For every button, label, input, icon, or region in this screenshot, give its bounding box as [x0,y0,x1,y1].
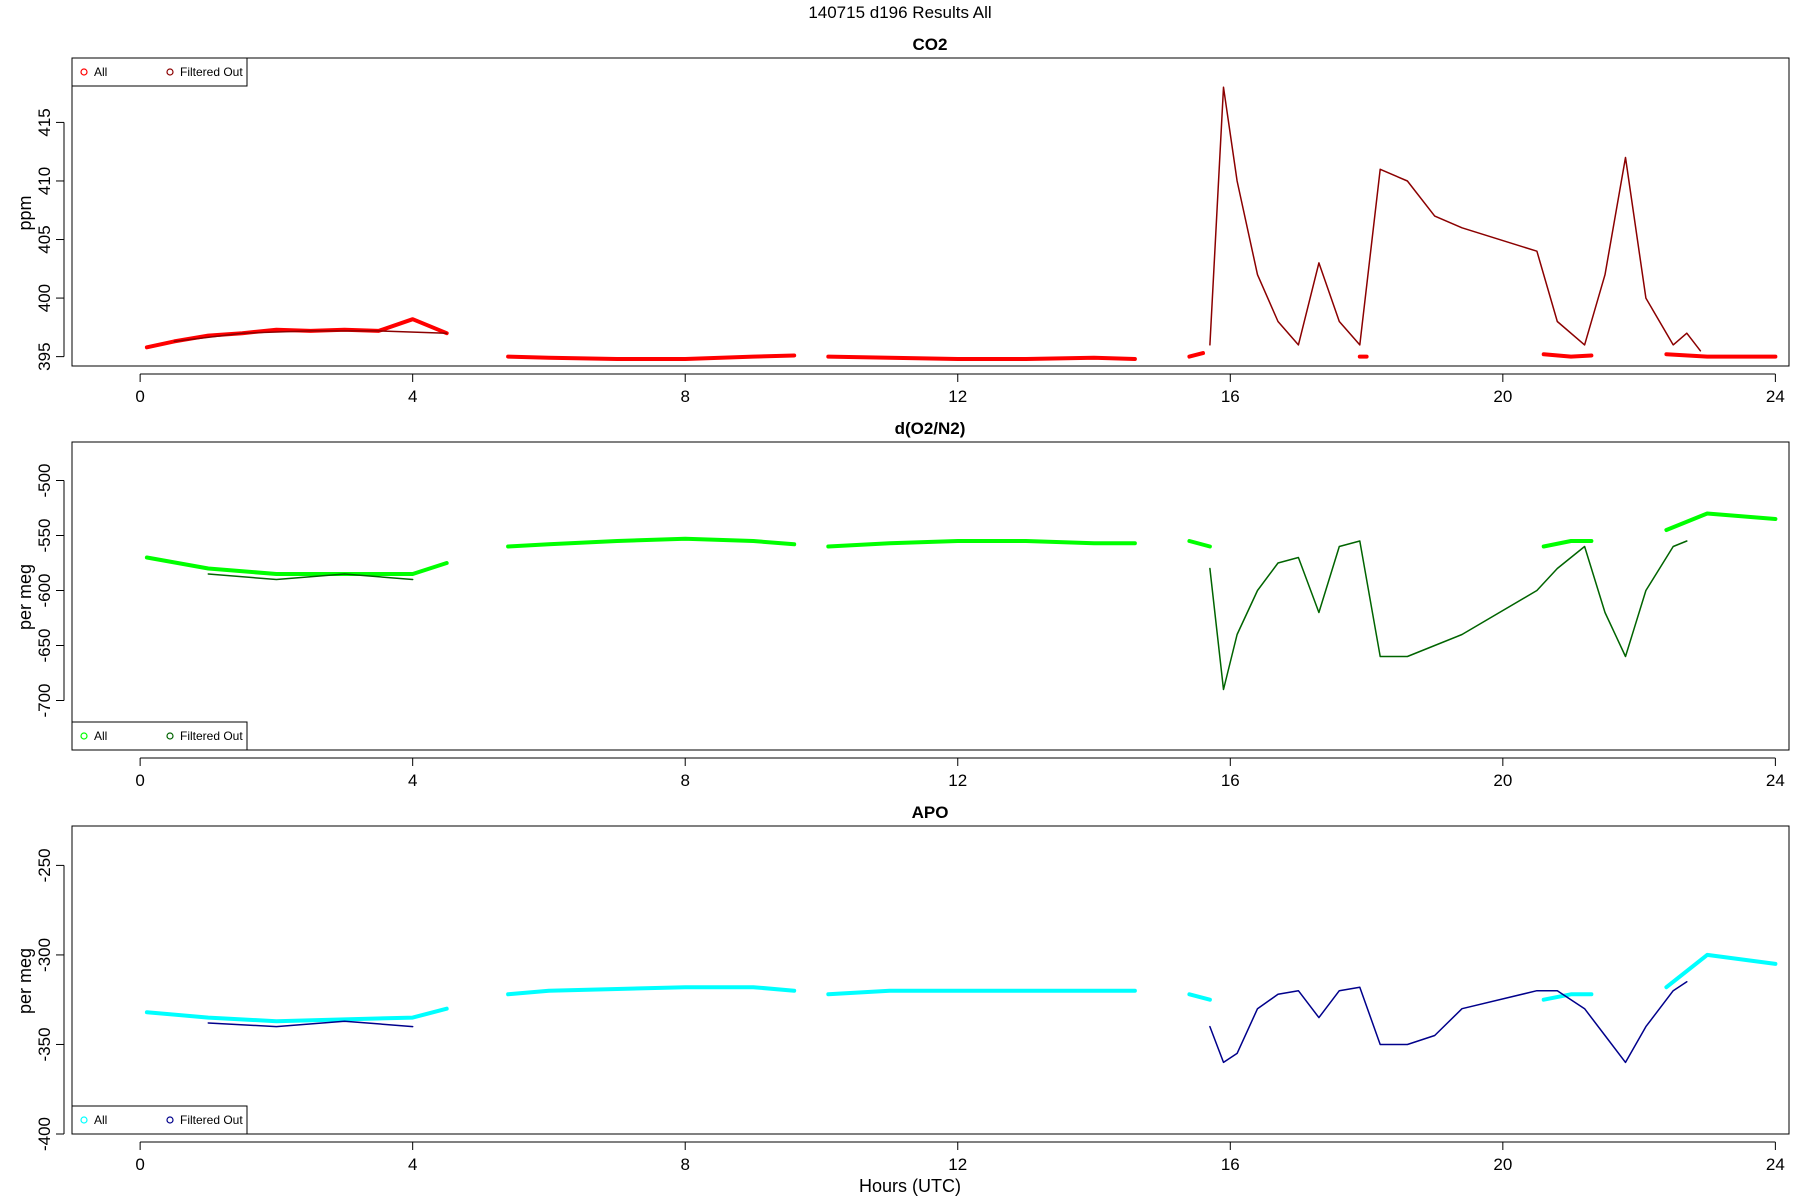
co2-series-all-line [826,354,1137,361]
apo-x-tick-label: 16 [1221,1155,1240,1174]
apo-panel: APO per meg 0 4 8 12 16 20 24 -250 -300 -350 -400 A… [15,803,1790,1174]
co2-x-tick-label: 8 [680,387,689,406]
co2-x-tick-label: 24 [1766,387,1785,406]
co2-x-tick-label: 16 [1221,387,1240,406]
co2-y-tick-label: 410 [35,167,54,195]
o2n2-x-tick-label: 4 [408,771,417,790]
o2n2-legend-label: All [94,729,107,743]
apo-y-tick-label: -400 [35,1117,54,1151]
co2-x-tick-label: 4 [408,387,417,406]
apo-legend-label: Filtered Out [180,1113,243,1127]
apo-y-tick-label: -300 [35,938,54,972]
o2n2-panel-title: d(O2/N2) [895,419,966,438]
o2n2-legend: All Filtered Out [71,721,248,751]
co2-y-tick-label: 395 [35,342,54,370]
o2n2-plot-frame [71,441,1790,751]
apo-y-tick-label: -250 [35,848,54,882]
apo-series-all-line [1541,992,1594,1002]
co2-x-tick-label: 20 [1493,387,1512,406]
apo-x-tick-label: 4 [408,1155,417,1174]
apo-legend-box [71,1105,248,1135]
apo-x-tick-label: 12 [948,1155,967,1174]
co2-y-tick-label: 415 [35,108,54,136]
o2n2-y-tick-label: -500 [35,463,54,497]
co2-legend-label: All [94,65,107,79]
o2n2-series-all-line [826,539,1137,549]
co2-panel: CO2 ppm 0 4 8 12 16 20 24 395 400 405 410 415 All Fil… [15,35,1790,406]
o2n2-legend-marker [166,732,174,740]
apo-plot-frame [71,825,1790,1135]
co2-series-all-line [1664,352,1778,359]
co2-plot-frame [71,57,1790,367]
apo-legend-marker [80,1116,88,1124]
apo-series-all-line [144,1006,449,1024]
co2-series-filtered-out-line [173,330,448,343]
co2-series-all-line [1187,351,1205,359]
o2n2-y-axis-label: per meg [15,564,35,630]
figure-title: 140715 d196 Results All [808,3,991,22]
apo-series-all-line [826,988,1137,997]
co2-series-all-line [506,353,797,361]
apo-legend-marker [166,1116,174,1124]
co2-y-axis-label: ppm [15,195,35,230]
apo-plot: 0 4 8 12 16 20 24 -250 -300 -350 -400 All Filtered O… [35,825,1790,1174]
x-axis-label: Hours (UTC) [859,1176,961,1196]
apo-legend: All Filtered Out [71,1105,248,1135]
co2-legend-box [71,57,248,87]
o2n2-panel: d(O2/N2) per meg 0 4 8 12 16 20 24 -500 -550 -600… [15,419,1790,790]
o2n2-series-all-line [1541,539,1594,549]
o2n2-x-tick-label: 8 [680,771,689,790]
o2n2-y-tick-label: -600 [35,573,54,607]
o2n2-y-tick-label: -550 [35,518,54,552]
apo-series-all-line [506,985,797,997]
co2-legend-marker [80,68,88,76]
o2n2-series-filtered-out-line [207,573,414,581]
apo-series-all-line [1664,952,1778,990]
apo-series-all-line [1187,992,1212,1002]
o2n2-legend-marker [80,732,88,740]
o2n2-series-all-line [506,536,797,549]
apo-legend-label: All [94,1113,107,1127]
co2-y-tick-label: 400 [35,284,54,312]
o2n2-y-tick-label: -650 [35,628,54,662]
o2n2-y-tick-label: -700 [35,683,54,717]
co2-legend-label: Filtered Out [180,65,243,79]
o2n2-x-tick-label: 20 [1493,771,1512,790]
co2-series-all-line [1541,352,1594,359]
co2-x-tick-label: 0 [135,387,144,406]
co2-panel-title: CO2 [913,35,948,54]
o2n2-legend-label: Filtered Out [180,729,243,743]
co2-series-all-line [144,317,449,350]
o2n2-x-tick-label: 24 [1766,771,1785,790]
o2n2-series-filtered-out-line [1209,540,1688,691]
apo-series-filtered-out-line [207,1020,414,1028]
apo-y-tick-label: -350 [35,1027,54,1061]
o2n2-legend-box [71,721,248,751]
o2n2-series-all-line [1187,539,1212,549]
apo-x-tick-label: 8 [680,1155,689,1174]
o2n2-x-tick-label: 16 [1221,771,1240,790]
co2-x-tick-label: 12 [948,387,967,406]
o2n2-series-all-line [144,555,449,576]
co2-legend-marker [166,68,174,76]
co2-series-filtered-out-line [1209,86,1702,352]
apo-series-filtered-out-line [1209,981,1688,1064]
apo-x-tick-label: 20 [1493,1155,1512,1174]
o2n2-plot: 0 4 8 12 16 20 24 -500 -550 -600 -650 -700 All Filter… [35,441,1790,790]
apo-panel-title: APO [912,803,949,822]
apo-x-tick-label: 24 [1766,1155,1785,1174]
co2-y-tick-label: 405 [35,225,54,253]
co2-legend: All Filtered Out [71,57,248,87]
o2n2-x-tick-label: 0 [135,771,144,790]
o2n2-series-all-line [1664,511,1778,532]
apo-x-tick-label: 0 [135,1155,144,1174]
apo-y-axis-label: per meg [15,948,35,1014]
o2n2-x-tick-label: 12 [948,771,967,790]
co2-plot: 0 4 8 12 16 20 24 395 400 405 410 415 All Filtered Ou… [35,57,1790,406]
